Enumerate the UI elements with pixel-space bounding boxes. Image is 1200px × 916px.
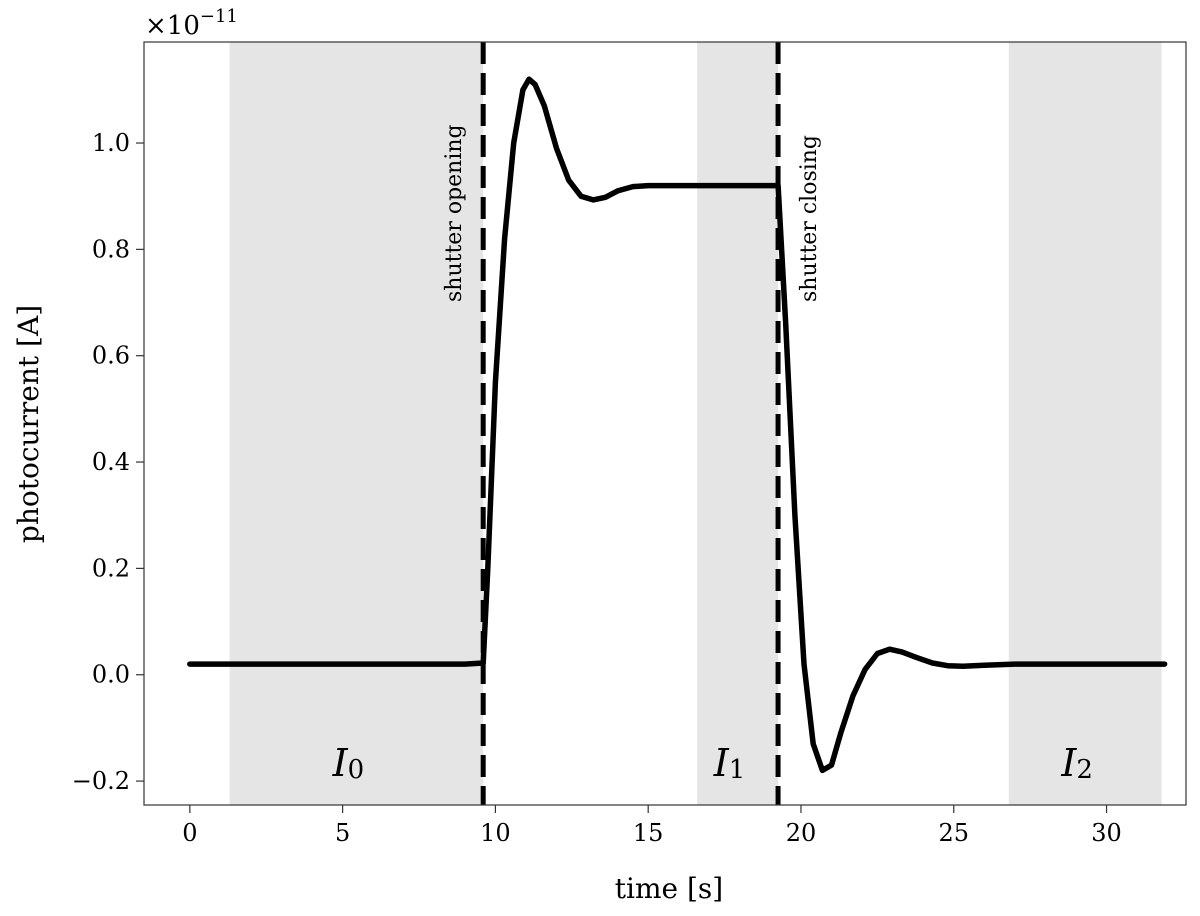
y-tick-label: −0.2 [72, 767, 130, 795]
x-axis-title: time [s] [615, 872, 723, 905]
x-tick-label: 5 [335, 819, 350, 847]
region-label-2: I2 [1060, 741, 1093, 785]
x-tick-label: 10 [480, 819, 511, 847]
shutter-lines [480, 42, 781, 805]
y-axis-multiplier: ×10−11 [145, 6, 238, 41]
region-label-1: I1 [713, 741, 746, 785]
x-tick-label: 20 [786, 819, 817, 847]
shaded-region-1 [697, 42, 779, 805]
y-tick-label: 0.6 [92, 342, 130, 370]
region-labels: I0 I1 I2 [332, 741, 1093, 785]
region-label-sub: 2 [1076, 755, 1093, 785]
shaded-regions [229, 42, 1162, 805]
y-axis-title: photocurrent [A] [12, 305, 45, 543]
region-label-0: I0 [332, 741, 365, 785]
shutter-labels: shutter opening shutter closing [442, 124, 822, 302]
region-label-sub: 0 [348, 755, 365, 785]
y-tick-label: 0.2 [92, 554, 130, 582]
region-label-main: I [713, 741, 730, 785]
shutter-label-0: shutter opening [442, 124, 467, 302]
x-tick-label: 30 [1091, 819, 1122, 847]
x-tick-label: 0 [182, 819, 197, 847]
y-tick-label: 0.0 [92, 661, 130, 689]
shutter-label-1: shutter closing [797, 135, 822, 302]
y-tick-label: 0.8 [92, 235, 130, 263]
shaded-region-2 [1008, 42, 1162, 805]
series-line-0 [187, 76, 1168, 774]
y-multiplier-base: ×10 [145, 11, 200, 41]
x-axis-ticks: 0 5 10 15 20 25 30 [182, 805, 1122, 847]
region-label-main: I [1060, 741, 1077, 785]
y-multiplier-exponent: −11 [200, 6, 238, 27]
y-axis-ticks: −0.2 0.0 0.2 0.4 0.6 0.8 1.0 [72, 129, 144, 795]
x-tick-label: 25 [938, 819, 969, 847]
shaded-region-0 [229, 42, 484, 805]
y-tick-label: 0.4 [92, 448, 130, 476]
y-tick-label: 1.0 [92, 129, 130, 157]
x-tick-label: 15 [633, 819, 664, 847]
series-layer [187, 76, 1168, 774]
region-label-sub: 1 [729, 755, 746, 785]
region-label-main: I [332, 741, 349, 785]
plot-frame [143, 41, 1187, 806]
